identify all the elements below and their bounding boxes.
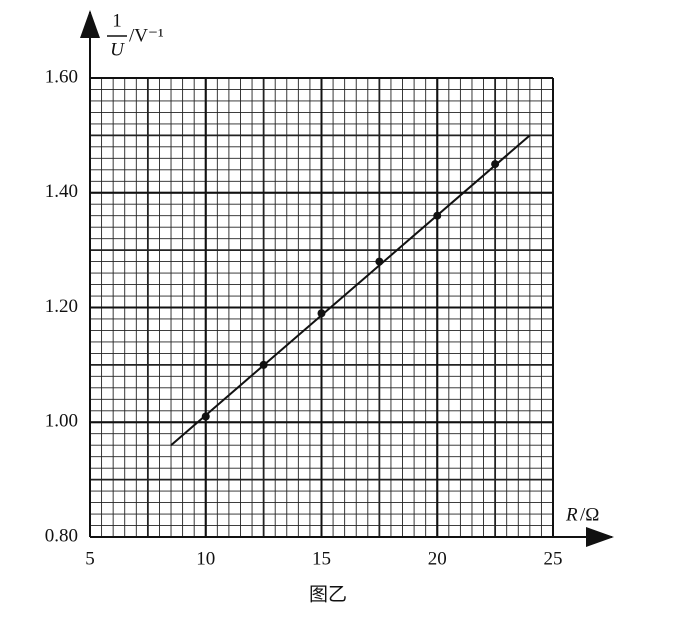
y-label-denominator: U	[110, 39, 125, 60]
x-tick-label: 10	[196, 548, 215, 569]
y-tick-label: 1.00	[45, 411, 78, 432]
y-tick-label: 0.80	[45, 525, 78, 546]
data-point	[433, 211, 442, 220]
data-point	[317, 309, 326, 318]
y-label-unit: /V⁻¹	[129, 25, 164, 46]
caption: 图乙	[309, 584, 347, 605]
data-point	[375, 257, 384, 266]
y-tick-label: 1.60	[45, 66, 78, 87]
fit-line	[170, 134, 531, 446]
data-point	[491, 160, 500, 169]
y-label-numerator: 1	[112, 10, 122, 31]
x-tick-label: 25	[544, 548, 563, 569]
x-label-variable: R	[565, 504, 578, 525]
data-point	[259, 360, 268, 369]
data-point	[201, 412, 210, 421]
y-tick-label: 1.20	[45, 296, 78, 317]
x-tick-label: 15	[312, 548, 331, 569]
x-tick-label: 20	[428, 548, 447, 569]
x-tick-label: 5	[85, 548, 95, 569]
x-label-unit: /Ω	[580, 504, 599, 525]
y-tick-label: 1.40	[45, 181, 78, 202]
